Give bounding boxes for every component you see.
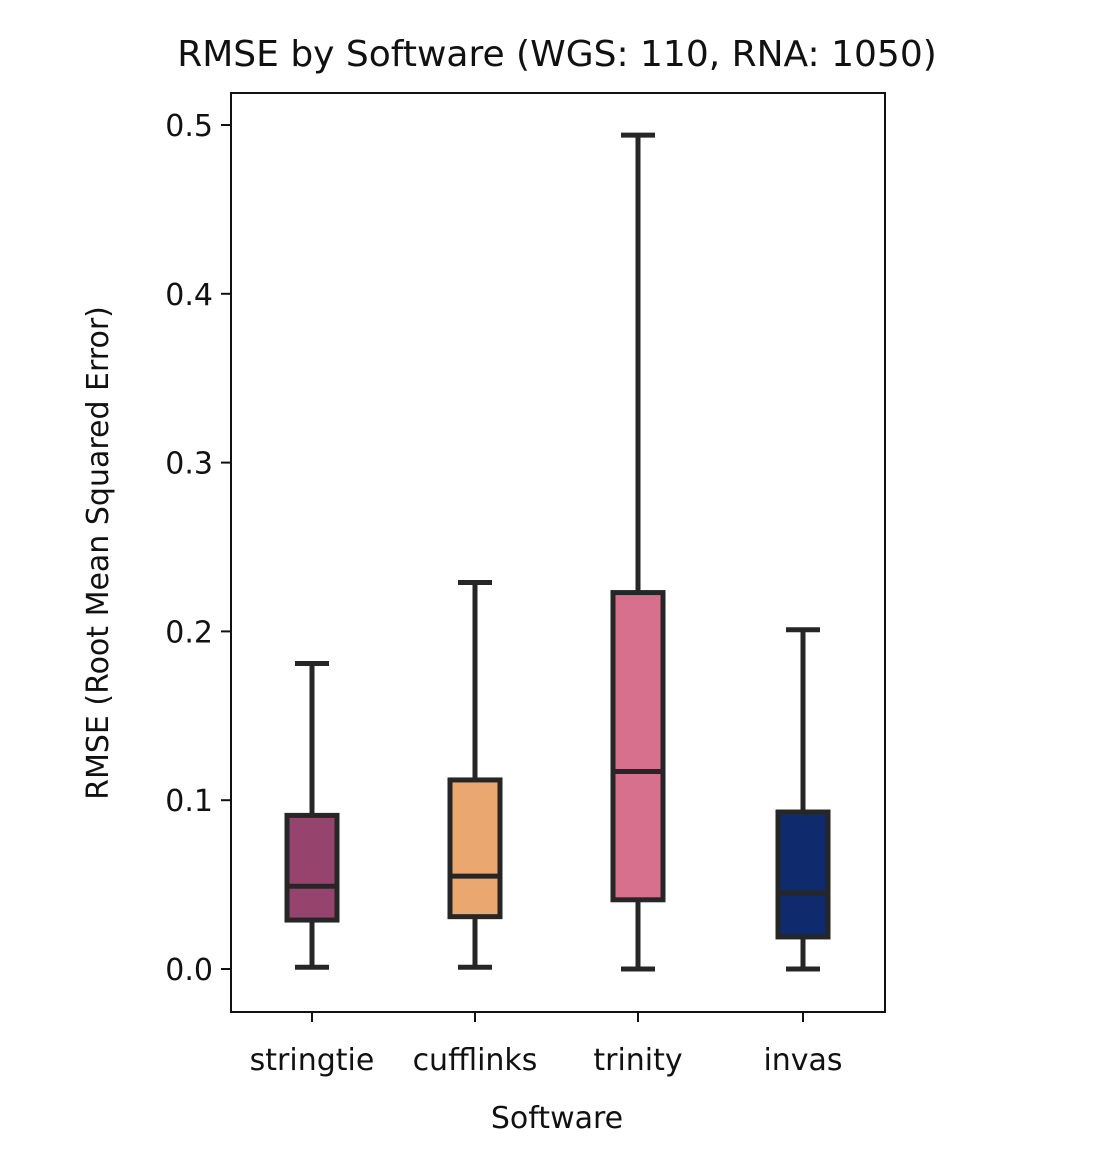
x-tick-label: invas [763,1043,842,1078]
iqr-box [610,590,666,903]
box-invas [775,627,831,972]
box-trinity [610,132,666,972]
x-tick-label: cufflinks [413,1043,538,1078]
x-axis: stringtie cufflinks trinity invas [250,1012,843,1078]
y-tick-label: 0.5 [165,109,213,144]
y-tick-label: 0.1 [165,784,213,819]
box-stringtie [284,660,340,970]
iqr-box [447,777,503,920]
y-axis: 0.0 0.1 0.2 0.3 0.4 0.5 [165,109,231,988]
y-tick-label: 0.3 [165,447,213,482]
chart-title: RMSE by Software (WGS: 110, RNA: 1050) [177,34,937,75]
iqr-box [775,809,831,940]
x-tick-label: trinity [593,1043,682,1078]
x-axis-label: Software [491,1101,623,1136]
iqr-box [284,812,340,923]
plot-area-frame [230,92,886,1013]
y-axis-label: RMSE (Root Mean Squared Error) [81,306,116,800]
boxes-layer [284,132,831,972]
box-cufflinks [447,579,503,970]
x-tick-label: stringtie [250,1043,375,1078]
y-tick-label: 0.2 [165,615,213,650]
y-tick-label: 0.0 [165,953,213,988]
y-tick-label: 0.4 [165,278,213,313]
